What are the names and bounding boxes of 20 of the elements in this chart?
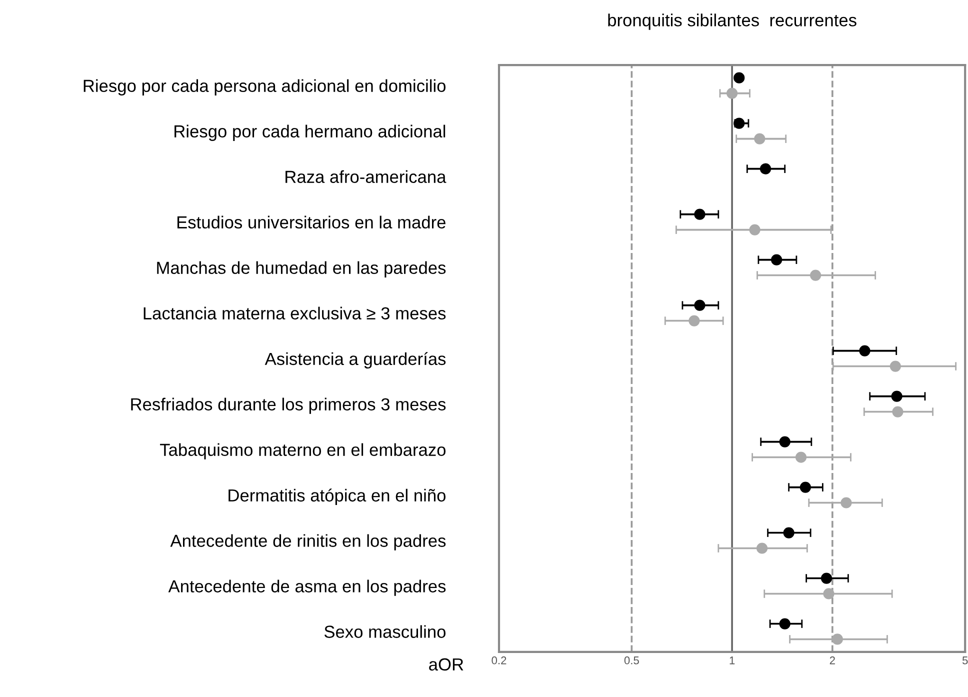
y-tick-label: Tabaquismo materno en el embarazo bbox=[160, 443, 446, 460]
y-tick-label: Antecedente de rinitis en los padres bbox=[170, 534, 446, 550]
y-tick-label: Dermatitis atópica en el niño bbox=[228, 488, 446, 506]
chart-title: bronquitis sibilantes recurrentes bbox=[608, 14, 856, 30]
x-tick-label: 1 bbox=[730, 656, 735, 664]
x-tick-label: 2 bbox=[830, 656, 835, 664]
y-tick-label: Raza afro-americana bbox=[286, 170, 446, 184]
y-tick-label: Sexo masculino bbox=[324, 625, 446, 638]
y-tick-label: Manchas de humedad en las paredes bbox=[157, 261, 446, 278]
y-tick-label: Resfriados durante los primeros 3 meses bbox=[131, 398, 446, 414]
x-tick-label: 0.5 bbox=[624, 656, 639, 664]
x-axis-title: aOR bbox=[429, 658, 464, 671]
y-tick-label: Antecedente de asma en los padres bbox=[168, 580, 446, 596]
y-tick-label: Riesgo por cada persona adicional en domicilio bbox=[84, 79, 446, 96]
x-tick-label: 5 bbox=[962, 656, 968, 664]
y-tick-label: Lactancia materna exclusiva ≥ 3 meses bbox=[144, 306, 446, 320]
y-tick-label: Asistencia a guarderías bbox=[264, 352, 446, 369]
x-tick-label: 0.2 bbox=[492, 656, 506, 664]
y-tick-label: Riesgo por cada hermano adicional bbox=[174, 124, 446, 141]
y-tick-label: Estudios universitarios en la madre bbox=[177, 216, 446, 229]
